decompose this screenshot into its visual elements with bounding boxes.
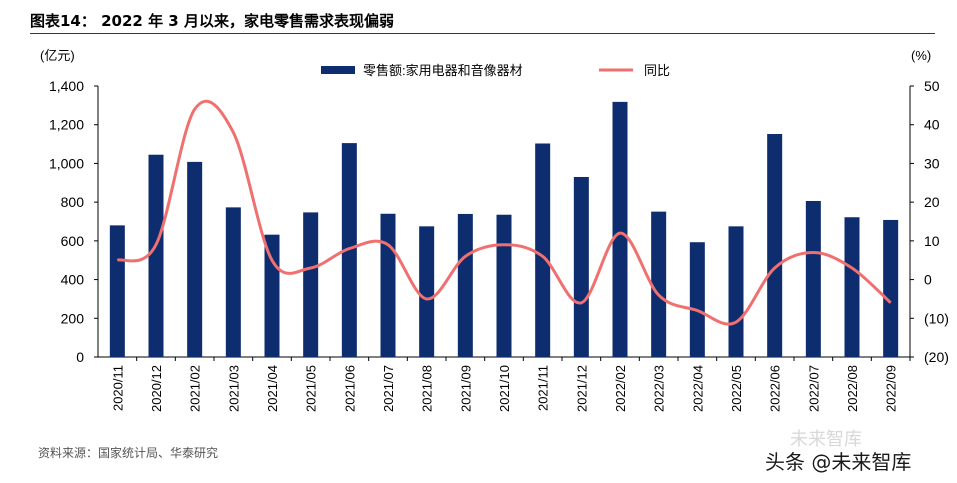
x-tick-label: 2022/06 <box>768 365 783 412</box>
right-tick-label: (10) <box>924 310 949 326</box>
tick-labels: 0 200 400 600 800 1,000 1,200 1,400 (20) (10) 0 10 2… <box>40 48 949 412</box>
x-tick-label: 2021/03 <box>226 365 241 412</box>
bar <box>805 200 821 357</box>
x-tick-label: 2021/10 <box>497 365 512 412</box>
yoy-line <box>116 99 892 326</box>
right-tick-label: 10 <box>924 233 940 249</box>
bar <box>264 234 280 357</box>
bar <box>109 225 125 357</box>
left-tick-label: 800 <box>61 194 85 210</box>
left-tick-label: 1,400 <box>49 78 84 94</box>
x-tick-label: 2021/04 <box>265 365 280 412</box>
watermark: 头条 @未来智库 <box>765 450 912 474</box>
bar <box>225 207 241 357</box>
bar <box>148 154 164 357</box>
bar <box>651 211 667 357</box>
bar <box>303 212 319 357</box>
x-tick-label: 2022/04 <box>690 365 705 412</box>
legend-line-label: 同比 <box>644 63 670 78</box>
bar <box>883 219 899 357</box>
x-tick-label: 2021/08 <box>420 365 435 412</box>
right-tick-label: (20) <box>924 349 949 365</box>
bar <box>496 214 512 357</box>
source-note: 资料来源：国家统计局、华泰研究 <box>38 446 219 460</box>
x-tick-label: 2020/12 <box>149 365 164 412</box>
x-tick-label: 2021/07 <box>381 365 396 412</box>
left-tick-label: 600 <box>61 233 85 249</box>
bar <box>689 242 705 357</box>
bar <box>728 226 744 357</box>
right-tick-label: 50 <box>924 78 940 94</box>
title-divider <box>30 33 935 34</box>
bar <box>187 161 203 357</box>
x-tick-label: 2021/11 <box>536 365 551 411</box>
chart-legend: 零售额:家用电器和音像器材 同比 <box>321 63 670 78</box>
right-tick-label: 40 <box>924 117 940 133</box>
bar <box>844 217 860 357</box>
line-series <box>116 99 892 326</box>
x-tick-label: 2022/02 <box>613 365 628 412</box>
right-axis-unit: (%) <box>911 48 931 63</box>
x-tick-label: 2022/05 <box>729 365 744 412</box>
bar <box>535 143 551 357</box>
right-tick-label: 0 <box>924 272 932 288</box>
right-tick-label: 20 <box>924 194 940 210</box>
x-tick-label: 2021/09 <box>458 365 473 412</box>
legend-bar-label: 零售额:家用电器和音像器材 <box>363 63 523 78</box>
x-tick-label: 2022/03 <box>652 365 667 412</box>
x-tick-label: 2021/05 <box>304 365 319 412</box>
bar <box>767 134 783 357</box>
left-tick-label: 1,000 <box>49 155 84 171</box>
x-tick-label: 2021/12 <box>574 365 589 412</box>
x-tick-label: 2022/07 <box>806 365 821 412</box>
left-tick-label: 200 <box>61 310 85 326</box>
page-title: 图表14： 2022 年 3 月以来，家电零售需求表现偏弱 <box>30 12 394 30</box>
legend-bar-swatch <box>321 66 355 74</box>
bar <box>612 101 628 357</box>
left-tick-label: 1,200 <box>49 117 84 133</box>
x-tick-label: 2021/06 <box>342 365 357 412</box>
x-tick-label: 2020/11 <box>110 365 125 411</box>
x-tick-label: 2022/09 <box>884 365 899 412</box>
left-tick-label: 0 <box>76 349 84 365</box>
watermark-faint: 未来智库 <box>790 429 862 450</box>
bar <box>573 176 589 357</box>
left-axis-unit: (亿元) <box>40 48 75 63</box>
bar <box>457 213 473 357</box>
x-tick-label: 2021/02 <box>188 365 203 412</box>
left-tick-label: 400 <box>61 272 85 288</box>
bar <box>419 226 435 357</box>
right-tick-label: 30 <box>924 155 940 171</box>
bar-series <box>109 101 899 357</box>
x-tick-label: 2022/08 <box>845 365 860 412</box>
bar <box>380 213 396 357</box>
